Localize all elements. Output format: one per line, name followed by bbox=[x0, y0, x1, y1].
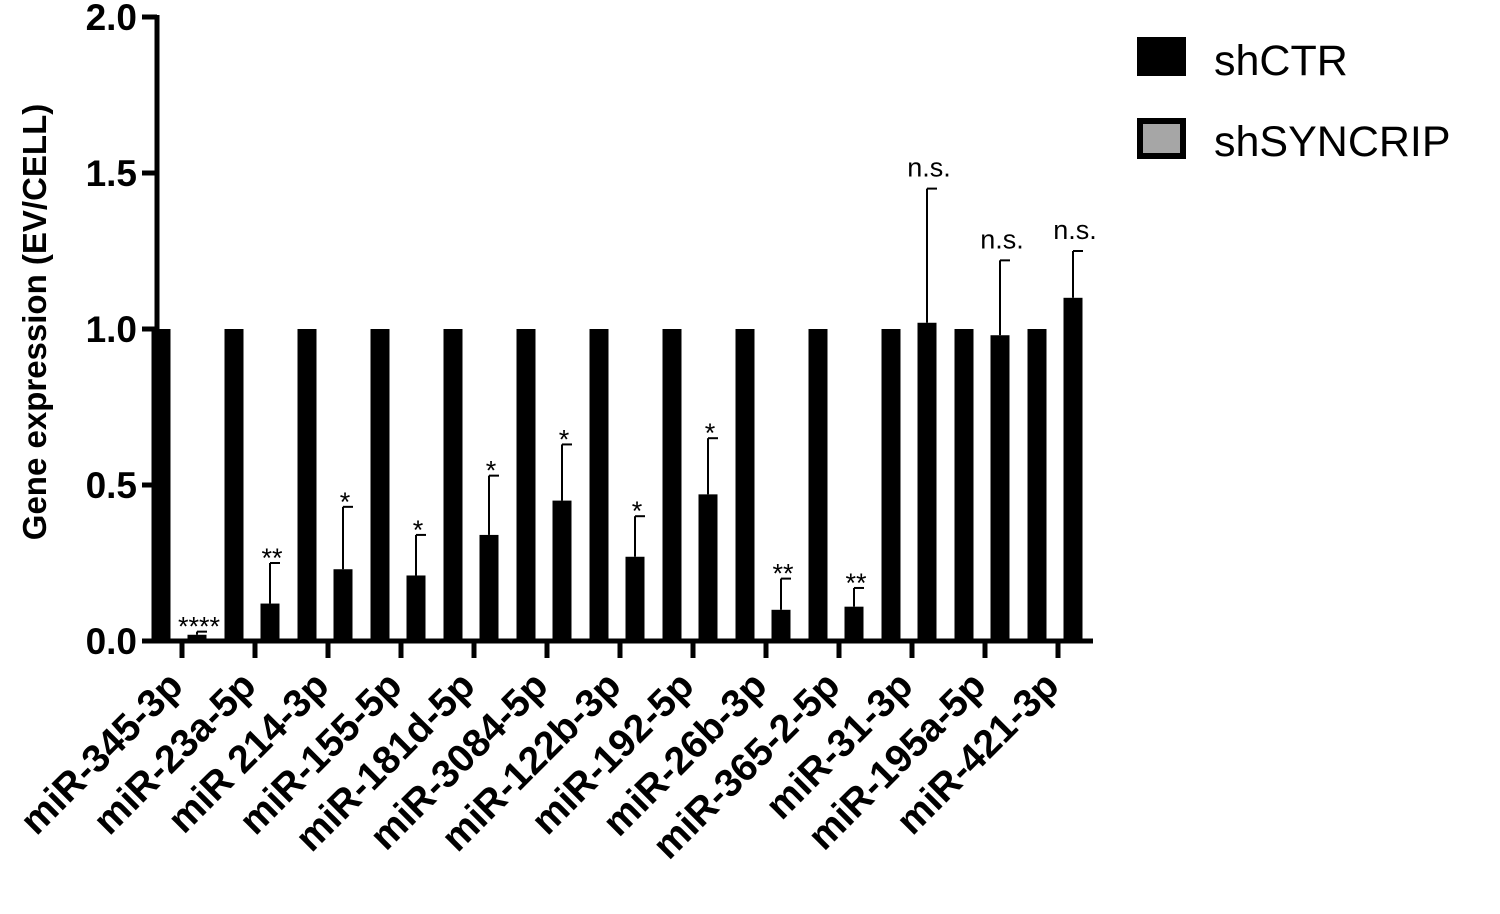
bar-shsyncrip bbox=[990, 335, 1010, 641]
bar-shsyncrip bbox=[333, 569, 353, 641]
bar-shsyncrip bbox=[187, 634, 207, 641]
x-axis bbox=[155, 638, 1093, 658]
significance-label: n.s. bbox=[907, 153, 951, 183]
significance-label: * bbox=[632, 496, 643, 526]
bar-shsyncrip bbox=[552, 500, 572, 641]
bar-shsyncrip bbox=[625, 556, 645, 641]
bar-shctr bbox=[881, 329, 901, 641]
significance-label: * bbox=[413, 515, 424, 545]
bar-shctr bbox=[662, 329, 682, 641]
significance-label: * bbox=[559, 424, 570, 454]
significance-label: **** bbox=[178, 612, 221, 642]
legend: shCTR shSYNCRIP bbox=[1137, 37, 1451, 166]
significance-label: * bbox=[340, 487, 351, 517]
y-tick-label: 1.0 bbox=[86, 309, 137, 350]
significance-label: ** bbox=[772, 559, 794, 589]
bar-shsyncrip bbox=[698, 494, 718, 641]
significance-label: ** bbox=[845, 568, 867, 598]
y-tick-label: 2.0 bbox=[86, 0, 137, 38]
y-tick-label: 1.5 bbox=[86, 153, 137, 194]
bar-shctr bbox=[1027, 329, 1047, 641]
significance-label: n.s. bbox=[1053, 215, 1097, 245]
y-tick-label: 0.0 bbox=[86, 621, 137, 662]
y-tick-label: 0.5 bbox=[86, 465, 137, 506]
bar-shsyncrip bbox=[1063, 297, 1083, 641]
significance-label: * bbox=[705, 418, 716, 448]
bar-shsyncrip bbox=[406, 575, 426, 641]
legend-label-shsyncrip: shSYNCRIP bbox=[1214, 118, 1451, 166]
bar-shctr bbox=[151, 329, 171, 641]
significance-label: * bbox=[486, 456, 497, 486]
y-axis: 0.0 0.5 1.0 1.5 2.0 bbox=[86, 0, 160, 662]
bar-shctr bbox=[808, 329, 828, 641]
bar-shctr bbox=[516, 329, 536, 641]
legend-swatch-shsyncrip bbox=[1137, 118, 1186, 159]
significance-label: ** bbox=[261, 543, 283, 573]
bar-shctr bbox=[954, 329, 974, 641]
bar-shsyncrip bbox=[917, 322, 937, 641]
bar-shsyncrip bbox=[260, 603, 280, 641]
bar-shsyncrip bbox=[479, 534, 499, 641]
bar-shctr bbox=[224, 329, 244, 641]
bar-shsyncrip bbox=[771, 609, 791, 641]
legend-label-shctr: shCTR bbox=[1214, 37, 1348, 85]
legend-swatch-shctr bbox=[1137, 37, 1186, 76]
bar-shctr bbox=[443, 329, 463, 641]
bar-shctr bbox=[589, 329, 609, 641]
bar-shctr bbox=[735, 329, 755, 641]
y-axis-title: Gene expression (EV/CELL) bbox=[16, 104, 53, 540]
bar-shctr bbox=[297, 329, 317, 641]
bar-shsyncrip bbox=[844, 606, 864, 641]
bar-shctr bbox=[370, 329, 390, 641]
bars: ************** **n.s.n.s. n.s. bbox=[151, 153, 1097, 642]
significance-label: n.s. bbox=[980, 224, 1024, 254]
